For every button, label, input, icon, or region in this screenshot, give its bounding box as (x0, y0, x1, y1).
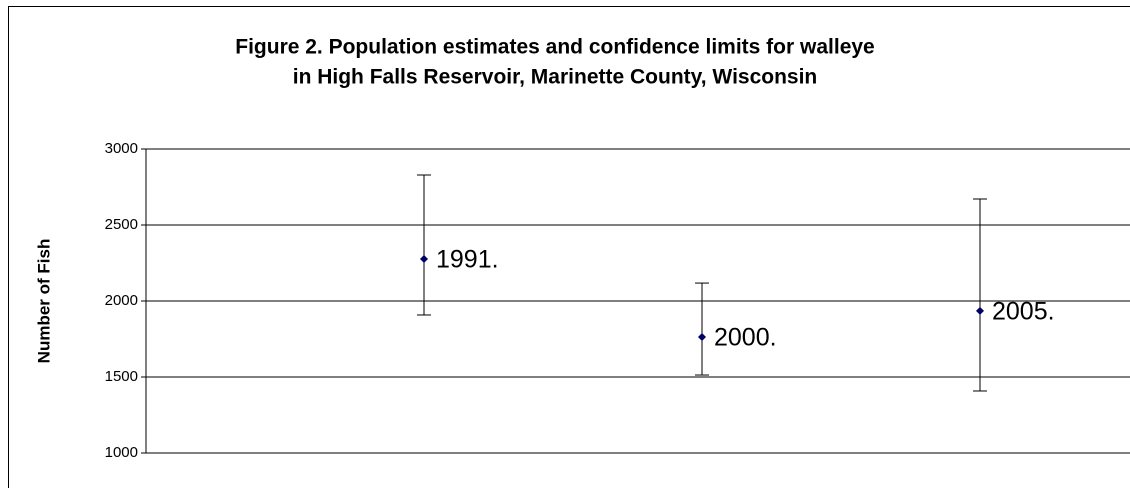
chart-border (8, 6, 1130, 488)
y-tick-label: 2500 (105, 216, 138, 233)
point (420, 255, 428, 264)
chart-title: Figure 2. Population estimates and confi… (235, 36, 875, 59)
data-label: 2005. (992, 297, 1055, 325)
y-tick-label: 2000 (105, 292, 138, 309)
data-label: 1991. (436, 246, 499, 274)
point (976, 306, 984, 315)
point (698, 333, 706, 342)
y-tick-label: 1500 (105, 368, 138, 385)
y-axis-label: Number of Fish (34, 239, 53, 364)
y-tick-label: 1000 (105, 444, 138, 461)
y-tick-label: 3000 (105, 140, 138, 157)
data-label: 2000. (714, 324, 777, 352)
chart-title: in High Falls Reservoir, Marinette Count… (293, 66, 818, 89)
